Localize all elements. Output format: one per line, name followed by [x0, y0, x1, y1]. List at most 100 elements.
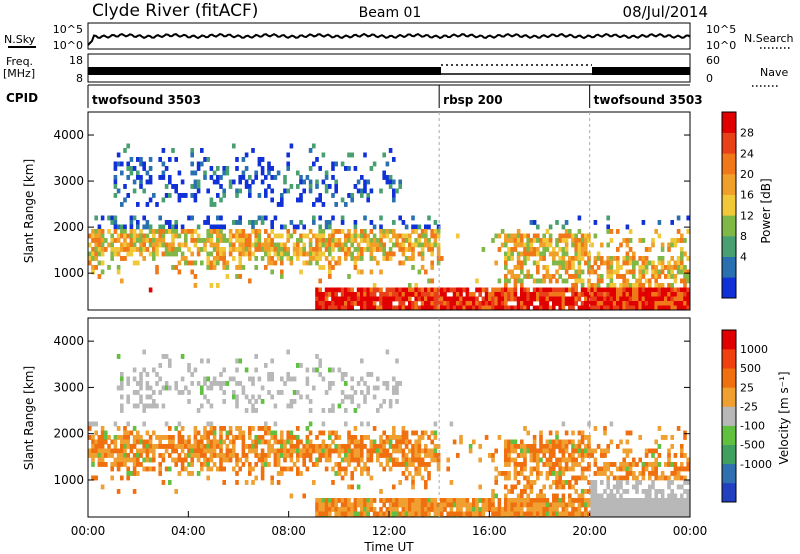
velocity-cell	[638, 502, 642, 508]
velocity-cell	[97, 435, 102, 440]
power-cell	[360, 287, 364, 293]
power-cell	[356, 292, 361, 297]
power-cell	[264, 265, 268, 270]
velocity-cell	[267, 426, 271, 431]
velocity-cell	[612, 502, 617, 508]
velocity-cell	[113, 439, 118, 445]
power-cell	[91, 238, 95, 243]
velocity-colorbar-swatch	[722, 349, 736, 369]
power-cell	[212, 224, 217, 230]
power-cell	[648, 296, 652, 302]
velocity-cell	[382, 511, 386, 517]
velocity-cell	[600, 507, 604, 512]
velocity-cell	[251, 376, 255, 382]
power-cell	[539, 287, 543, 293]
velocity-cell	[273, 462, 278, 467]
velocity-cell	[552, 493, 556, 499]
velocity-cell	[520, 439, 524, 445]
power-cell	[91, 265, 95, 270]
power-cell	[344, 256, 348, 261]
velocity-cell	[164, 444, 169, 449]
power-cell	[353, 166, 358, 171]
velocity-cell	[308, 457, 313, 463]
velocity-cell	[424, 511, 428, 517]
power-cell	[401, 238, 406, 243]
power-cell	[507, 292, 511, 297]
power-cell	[523, 256, 527, 261]
velocity-cell	[686, 462, 690, 467]
power-cell	[97, 224, 102, 230]
power-cell	[539, 305, 543, 310]
velocity-cell	[177, 421, 182, 427]
velocity-cell	[513, 498, 518, 503]
velocity-cell	[120, 462, 124, 467]
power-cell	[494, 233, 498, 239]
velocity-cell	[424, 507, 428, 512]
velocity-cell	[552, 498, 556, 503]
power-cell	[552, 251, 556, 257]
velocity-cell	[139, 462, 143, 467]
velocity-cell	[164, 381, 169, 386]
power-cell	[475, 296, 479, 302]
velocity-cell	[686, 493, 690, 499]
velocity-cell	[600, 502, 604, 508]
power-cell	[638, 287, 642, 293]
power-cell	[424, 238, 428, 243]
power-cell	[398, 287, 402, 293]
velocity-cell	[433, 435, 438, 440]
velocity-cell	[571, 457, 575, 463]
velocity-cell	[267, 444, 271, 449]
velocity-cell	[635, 475, 639, 481]
power-cell	[670, 242, 674, 248]
power-cell	[305, 251, 310, 257]
power-cell	[206, 265, 210, 270]
velocity-cell	[433, 430, 438, 436]
power-cell	[129, 220, 134, 225]
velocity-cell	[568, 484, 572, 490]
power-cell	[526, 238, 530, 243]
power-cell	[500, 301, 505, 306]
velocity-cell	[555, 502, 559, 508]
velocity-cell	[635, 507, 639, 512]
power-cell	[180, 179, 185, 185]
velocity-cell	[174, 444, 178, 449]
power-cell	[433, 233, 438, 239]
power-cell	[209, 202, 214, 207]
power-cell	[660, 256, 665, 261]
velocity-cell	[417, 439, 422, 445]
velocity-cell	[353, 498, 358, 503]
velocity-cell	[398, 462, 402, 467]
power-cell	[628, 269, 633, 275]
power-cell	[596, 278, 601, 284]
power-cell	[379, 224, 383, 230]
power-cell	[641, 296, 646, 302]
velocity-cell	[564, 502, 569, 508]
velocity-cell	[145, 453, 150, 458]
power-cell	[616, 301, 620, 306]
velocity-cell	[212, 462, 217, 467]
velocity-cell	[491, 507, 495, 512]
power-cell	[657, 260, 662, 266]
power-cell	[555, 242, 559, 248]
power-cell	[148, 179, 153, 185]
power-cell	[100, 242, 105, 248]
power-cell	[292, 224, 297, 230]
velocity-cell	[513, 475, 518, 481]
velocity-cell	[376, 444, 380, 449]
power-cell	[401, 242, 406, 248]
velocity-cell	[235, 358, 239, 364]
velocity-cell	[353, 426, 358, 431]
power-cell	[196, 188, 201, 194]
power-cell	[219, 197, 223, 203]
velocity-cell	[497, 507, 502, 512]
power-cell	[411, 229, 415, 234]
power-cell	[244, 251, 249, 257]
power-cell	[641, 256, 646, 261]
power-cell	[148, 251, 153, 257]
velocity-cell	[596, 507, 601, 512]
power-cell	[539, 242, 543, 248]
velocity-cell	[638, 498, 642, 503]
velocity-cell	[436, 507, 441, 512]
power-cell	[577, 247, 582, 252]
power-colorbar-swatch	[722, 194, 736, 216]
